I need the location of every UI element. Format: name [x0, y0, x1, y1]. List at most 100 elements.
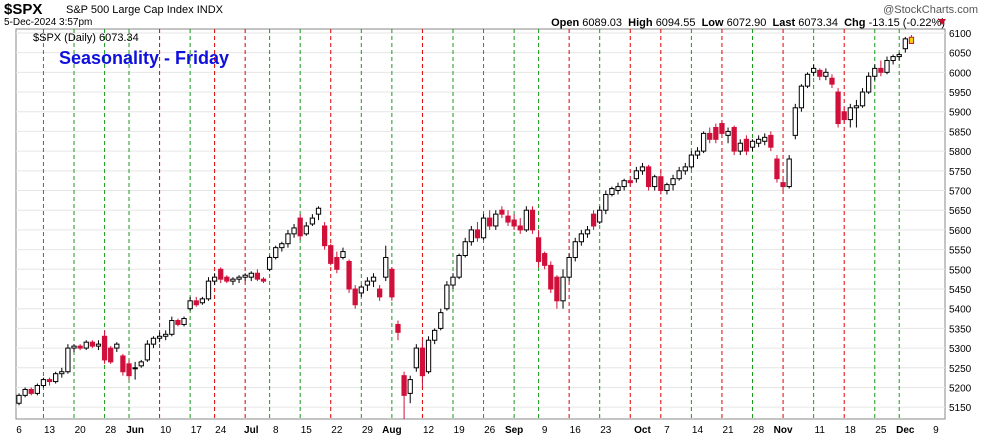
candle-body [199, 298, 206, 304]
candle-body [786, 158, 792, 188]
candle-body [902, 38, 908, 50]
candle-body [609, 188, 615, 195]
candle-body [615, 186, 621, 192]
candle-body [328, 245, 334, 264]
candle-body [676, 170, 682, 180]
y-tick-label: 5950 [949, 88, 972, 99]
candle-body [572, 241, 578, 258]
x-tick-label: 17 [191, 425, 203, 436]
x-tick-label: 20 [75, 425, 87, 436]
y-tick-label: 5800 [949, 147, 972, 158]
candle-body [432, 329, 438, 341]
x-tick-label: 25 [875, 425, 887, 436]
candle-body [743, 138, 750, 152]
candle-body [908, 36, 915, 44]
candle-body [627, 180, 633, 184]
candle-body [798, 85, 805, 109]
candle-body [762, 136, 768, 142]
x-tick-label: 18 [845, 425, 857, 436]
candle-body [395, 323, 401, 333]
candle-body [866, 75, 872, 93]
x-tick-label: 22 [331, 425, 343, 436]
annotation-title: Seasonality - Friday [59, 48, 229, 68]
candle-body [468, 229, 474, 243]
x-tick-label: 6 [16, 425, 22, 436]
candle-body [205, 280, 212, 300]
x-tick-label: 24 [215, 425, 227, 436]
candle-body [896, 54, 902, 58]
y-tick-label: 5600 [949, 226, 972, 237]
candle-body [108, 347, 114, 363]
candle-body [266, 256, 273, 270]
candle-body [878, 67, 884, 73]
candle-body [548, 264, 554, 290]
x-tick-label: 23 [600, 425, 612, 436]
candle-body [370, 276, 377, 282]
candle-body [230, 278, 236, 282]
candle-body [389, 268, 395, 298]
candle-body [224, 276, 230, 282]
x-tick-label: 29 [362, 425, 374, 436]
candle-body [835, 91, 841, 125]
candle-body [101, 335, 108, 361]
y-tick-label: 5750 [949, 167, 972, 178]
candle-body [725, 130, 731, 136]
candle-body [315, 207, 322, 215]
candle-body [236, 276, 242, 280]
candle-body [321, 225, 328, 247]
candle-body [853, 105, 860, 109]
candle-body [694, 150, 701, 156]
candle-body [126, 363, 132, 377]
candle-body [71, 345, 77, 349]
candle-body [279, 243, 285, 249]
x-tick-label: Aug [382, 425, 401, 436]
y-tick-label: 5900 [949, 108, 972, 119]
candle-body [248, 272, 254, 278]
y-tick-label: 5350 [949, 324, 972, 335]
x-tick-label: 12 [423, 425, 435, 436]
candle-body [28, 388, 34, 394]
candle-body [590, 213, 597, 227]
x-tick-label: 28 [753, 425, 765, 436]
candle-body [383, 256, 389, 278]
candle-body [260, 278, 267, 282]
candle-body [578, 233, 584, 243]
candle-body [407, 379, 413, 394]
candle-body [633, 170, 640, 180]
candle-body [444, 284, 450, 310]
y-tick-label: 5150 [949, 403, 972, 414]
x-tick-label: 19 [454, 425, 466, 436]
candle-body [22, 388, 28, 396]
candle-body [737, 142, 743, 152]
x-tick-label: 26 [484, 425, 496, 436]
candle-body [493, 213, 499, 227]
candle-body [273, 247, 279, 258]
x-tick-label: 14 [692, 425, 704, 436]
candle-body [377, 288, 383, 298]
candle-body [303, 225, 309, 235]
candle-body [554, 276, 560, 302]
candle-body [792, 107, 798, 136]
y-tick-label: 6000 [949, 68, 972, 79]
candle-body [156, 335, 163, 339]
plot-frame [15, 28, 946, 420]
candle-body [419, 347, 426, 377]
candle-body [542, 253, 548, 266]
candle-body [34, 385, 40, 394]
y-tick-label: 5500 [949, 265, 972, 276]
candle-body [297, 217, 303, 237]
y-tick-label: 6100 [949, 29, 972, 40]
candle-body [187, 300, 193, 310]
y-tick-label: 5550 [949, 246, 972, 257]
candle-body [480, 217, 487, 239]
candle-body [768, 134, 774, 148]
candle-body [169, 320, 175, 335]
candle-body [652, 176, 658, 188]
candle-body [529, 209, 536, 231]
x-tick-label: 10 [160, 425, 172, 436]
y-tick-label: 5700 [949, 187, 972, 198]
candle-body [560, 276, 566, 302]
x-tick-label: Dec [896, 425, 915, 436]
x-tick-label: 28 [105, 425, 117, 436]
